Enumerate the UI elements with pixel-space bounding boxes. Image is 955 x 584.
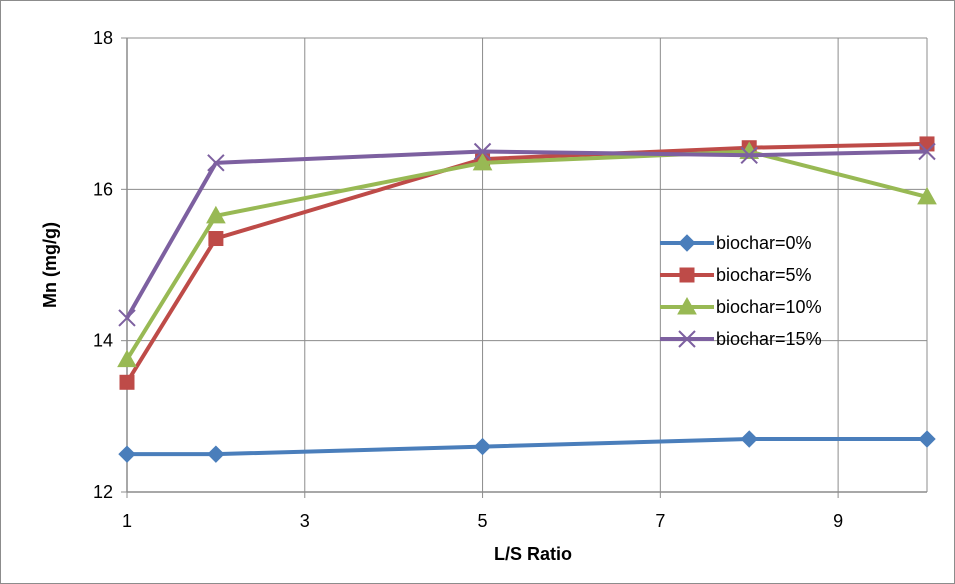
data-point [473, 142, 492, 161]
x-tick-label: 1 [122, 511, 132, 531]
series-group [117, 136, 937, 463]
y-axis-title: Mn (mg/g) [40, 222, 60, 308]
data-point [207, 154, 225, 172]
series-4 [118, 142, 936, 327]
data-point [208, 231, 224, 247]
data-point [206, 205, 226, 224]
x-tick-label: 5 [478, 511, 488, 531]
data-point [117, 349, 137, 368]
axes [121, 37, 927, 498]
legend-label: biochar=10% [716, 297, 822, 317]
x-tick-label: 3 [300, 511, 310, 531]
data-point [918, 142, 936, 161]
legend-label: biochar=0% [716, 233, 812, 253]
data-point [473, 437, 492, 456]
legend-item: biochar=5% [660, 265, 812, 285]
series-1 [118, 430, 936, 463]
data-point [917, 186, 937, 205]
legend-marker [679, 267, 695, 283]
x-axis-title: L/S Ratio [494, 544, 572, 564]
data-point [919, 136, 935, 152]
data-point [740, 430, 758, 448]
legend-marker [678, 234, 696, 252]
y-tick-label: 18 [93, 28, 113, 48]
legend-item: biochar=10% [660, 296, 822, 317]
data-point [918, 430, 936, 448]
legend-marker [678, 330, 696, 348]
y-tick-label: 14 [93, 331, 113, 351]
data-point [119, 374, 135, 390]
legend-item: biochar=15% [660, 329, 822, 349]
data-point [207, 445, 225, 463]
legend-item: biochar=0% [660, 233, 812, 253]
y-tick-label: 12 [93, 482, 113, 502]
legend-label: biochar=5% [716, 265, 812, 285]
legend-marker [677, 296, 697, 315]
x-tick-label: 7 [655, 511, 665, 531]
tick-labels: 12 14 16 18 1 3 5 7 9 [93, 28, 843, 531]
data-point [740, 146, 758, 164]
data-point [118, 309, 136, 327]
legend: biochar=0% biochar=5% biochar=10% biochar=1… [660, 233, 822, 349]
series-3 [117, 141, 937, 368]
x-tick-label: 9 [833, 511, 843, 531]
data-point [118, 445, 136, 463]
data-point [472, 152, 493, 171]
y-tick-label: 16 [93, 179, 113, 199]
legend-label: biochar=15% [716, 329, 822, 349]
series-line [127, 437, 927, 457]
series-2 [119, 136, 935, 390]
